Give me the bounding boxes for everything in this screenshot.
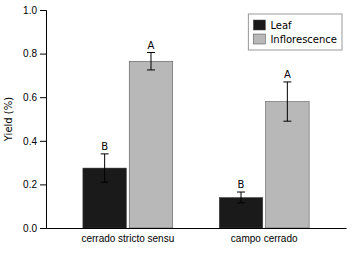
error-bar: [147, 53, 155, 70]
legend-label: Inflorescence: [270, 34, 337, 45]
legend-label: Leaf: [270, 20, 292, 31]
legend-item: Inflorescence: [253, 34, 337, 45]
bar: [129, 61, 173, 228]
tick-label: cerrado stricto sensu: [81, 233, 174, 244]
error-cap: [101, 153, 109, 154]
tick-mark: [40, 141, 46, 142]
error-cap: [147, 69, 155, 70]
annotation: B: [101, 141, 108, 152]
legend-frame: [248, 14, 342, 50]
axis-line: [47, 228, 347, 229]
tick: 1.0: [23, 5, 46, 16]
plot: B B A A 0.0 0.2 0.4 0.6 0.8 1.0 cerrado stricto se…: [23, 5, 346, 244]
error-line: [104, 154, 105, 182]
tick: cerrado stricto sensu: [81, 228, 174, 244]
tick-label: 0.0: [23, 223, 37, 234]
error-line: [150, 53, 151, 70]
error-cap: [101, 182, 109, 183]
tick-mark: [40, 54, 46, 55]
annotation: A: [148, 40, 155, 51]
tick-label: 1.0: [23, 5, 37, 16]
tick-label: 0.2: [23, 179, 37, 190]
y-axis-title: Yield (%): [3, 97, 14, 142]
tick: 0.0: [23, 223, 46, 234]
tick-mark: [40, 97, 46, 98]
axis-line: [40, 11, 47, 229]
tick-mark: [40, 184, 46, 185]
error-cap: [283, 121, 291, 122]
chart: B B A A 0.0 0.2 0.4 0.6 0.8 1.0 cerrado stricto se…: [0, 0, 356, 254]
tick: 0.8: [23, 48, 46, 59]
legend-swatch: [253, 20, 265, 30]
tick-label: 0.8: [23, 48, 37, 59]
annotations: B B A A: [101, 40, 291, 191]
legend-swatch: [253, 34, 265, 44]
error-cap: [147, 52, 155, 53]
legend: Leaf Inflorescence: [248, 14, 342, 50]
error-cap: [237, 192, 245, 193]
error-bar: [283, 82, 291, 121]
annotation: A: [284, 69, 291, 80]
tick: campo cerrado: [231, 228, 298, 244]
error-bar: [101, 154, 109, 182]
tick-mark: [40, 228, 46, 229]
x-axis: cerrado stricto sensu campo cerrado: [47, 228, 347, 244]
error-cap: [237, 202, 245, 203]
series: [129, 53, 309, 228]
legend-item: Leaf: [253, 20, 292, 31]
tick: 0.2: [23, 179, 46, 190]
tick-mark: [40, 10, 46, 11]
error-line: [287, 82, 288, 121]
error-line: [241, 192, 242, 203]
y-axis: 0.0 0.2 0.4 0.6 0.8 1.0: [23, 5, 46, 234]
error-cap: [283, 81, 291, 82]
tick: 0.4: [23, 136, 46, 147]
annotation: B: [238, 179, 245, 190]
tick-label: 0.4: [23, 136, 37, 147]
tick-label: campo cerrado: [231, 233, 298, 244]
tick-label: 0.6: [23, 92, 37, 103]
tick: 0.6: [23, 92, 46, 103]
marks: [83, 53, 309, 228]
error-bar: [237, 192, 245, 203]
